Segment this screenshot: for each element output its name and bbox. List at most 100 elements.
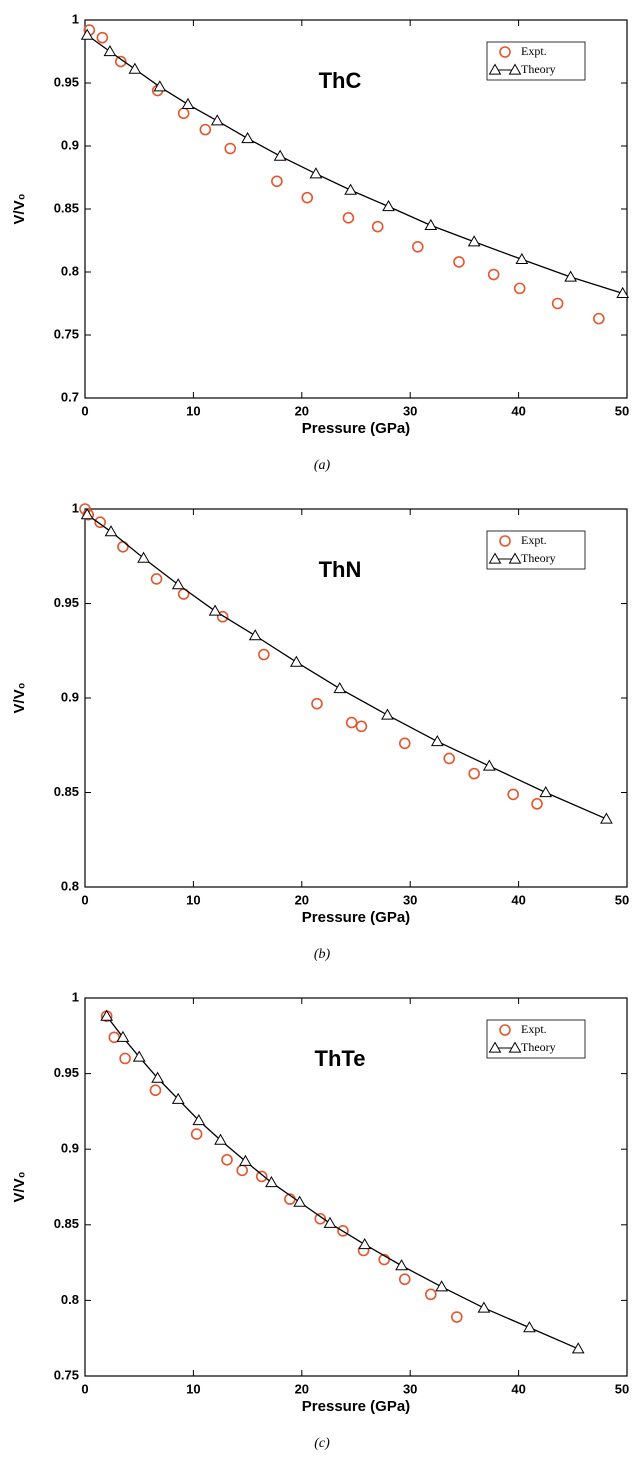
theory-point (381, 708, 394, 720)
expt-point (119, 1052, 131, 1065)
y-tick-label: 0.75 (54, 326, 79, 341)
expt-point (424, 1288, 437, 1301)
expt-point (531, 798, 543, 810)
expt-point (117, 540, 129, 553)
legend-marker (488, 552, 502, 564)
x-tick-label: 30 (403, 1381, 417, 1396)
x-tick-label: 20 (295, 892, 309, 907)
theory-point (430, 734, 444, 747)
theory-point (265, 1175, 278, 1188)
expt-point (551, 297, 564, 310)
theory-point (467, 235, 481, 247)
x-tick-label: 50 (615, 892, 629, 907)
expt-point (314, 1212, 327, 1225)
expt-point (149, 1084, 162, 1097)
expt-point (378, 1253, 390, 1266)
expt-point (411, 241, 424, 253)
expt-point (513, 282, 526, 295)
y-tick-label: 0.9 (61, 689, 79, 704)
legend-marker (508, 63, 522, 75)
expt-point (301, 191, 314, 204)
expt-point (345, 716, 358, 729)
x-tick-label: 40 (511, 1381, 525, 1396)
theory-point (248, 629, 262, 641)
y-axis-label: V/V₀ (11, 683, 28, 714)
theory-point (241, 131, 254, 144)
theory-point (137, 551, 150, 563)
theory-point (600, 812, 613, 824)
expt-point (398, 1273, 411, 1286)
theory-point (181, 97, 195, 110)
legend-marker (488, 1041, 502, 1053)
theory-point (293, 1195, 306, 1207)
theory-point (208, 604, 222, 616)
x-tick-label: 10 (186, 892, 200, 907)
expt-point (451, 1311, 463, 1323)
y-axis-label: V/V₀ (11, 194, 28, 225)
expt-point (236, 1164, 248, 1177)
expt-point (398, 737, 411, 750)
theory-point (323, 1216, 337, 1228)
theory-point (564, 270, 577, 282)
theory-point (80, 28, 94, 40)
y-tick-label: 0.95 (54, 74, 79, 89)
y-tick-label: 0.85 (54, 200, 79, 215)
theory-point (214, 1133, 227, 1145)
caption: (c) (314, 1436, 330, 1451)
legend-marker (499, 46, 511, 58)
expt-point (355, 720, 368, 733)
x-axis-label: Pressure (GPa) (302, 909, 410, 926)
chart-title: ThN (319, 557, 362, 582)
theory-point (309, 167, 323, 179)
theory-point (151, 1071, 164, 1083)
expt-point (468, 767, 480, 780)
chart-title: ThTe (315, 1046, 366, 1071)
legend-box (486, 530, 586, 570)
theory-point (153, 80, 167, 92)
theory-point (616, 286, 630, 299)
caption: (b) (314, 947, 331, 962)
legend-label: Theory (521, 1040, 556, 1054)
expt-point (150, 573, 163, 585)
legend-marker (508, 1041, 522, 1053)
y-tick-label: 1 (72, 989, 79, 1004)
expt-point (190, 1128, 203, 1140)
y-tick-label: 0.8 (61, 878, 79, 893)
y-tick-label: 0.95 (54, 1065, 79, 1080)
expt-point (443, 752, 456, 765)
legend-marker (499, 535, 511, 547)
theory-point (210, 114, 224, 126)
theory-point (104, 525, 118, 537)
legend-marker (488, 63, 502, 75)
expt-point (311, 697, 323, 710)
legend-marker (499, 1024, 511, 1036)
x-tick-label: 30 (403, 403, 417, 418)
legend-label: Expt. (521, 44, 547, 58)
x-tick-label: 40 (511, 892, 525, 907)
y-tick-label: 0.9 (61, 1141, 79, 1156)
x-tick-label: 40 (511, 403, 525, 418)
theory-point (171, 1092, 185, 1104)
legend-box (486, 41, 586, 81)
y-tick-label: 0.8 (61, 263, 79, 278)
x-axis-label: Pressure (GPa) (302, 420, 410, 437)
theory-point (382, 199, 395, 212)
expt-point (114, 55, 127, 68)
expt-point (371, 220, 384, 233)
y-tick-label: 1 (72, 500, 79, 515)
expt-point (221, 1153, 233, 1166)
expt-point (507, 788, 519, 801)
theory-point (100, 1009, 114, 1021)
x-tick-label: 30 (403, 892, 417, 907)
expt-point (177, 107, 190, 120)
x-tick-label: 10 (186, 1381, 200, 1396)
theory-point (435, 1280, 448, 1292)
expt-point (258, 648, 270, 661)
theory-point (395, 1259, 408, 1271)
x-tick-label: 50 (615, 403, 629, 418)
theory-point (103, 44, 117, 57)
x-tick-label: 20 (295, 403, 309, 418)
x-axis-label: Pressure (GPa) (302, 1398, 410, 1415)
